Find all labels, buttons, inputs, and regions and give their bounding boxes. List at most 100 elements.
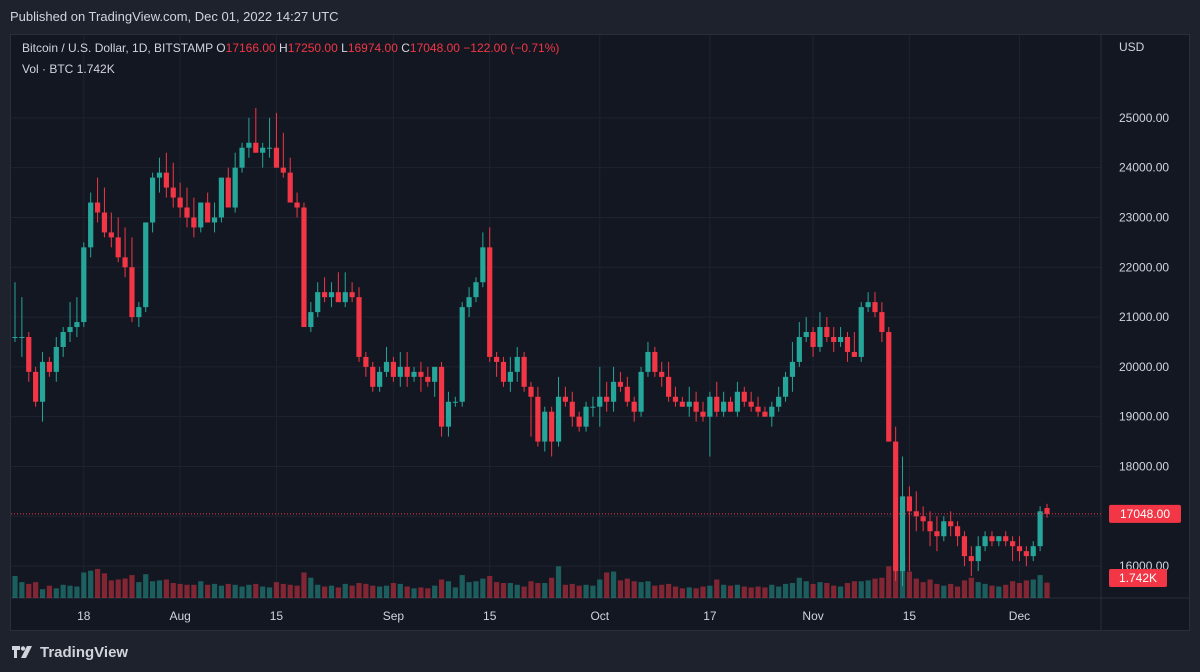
candle-body: [796, 337, 802, 362]
candle-body: [727, 401, 734, 412]
candlestick-chart[interactable]: USD 25000.00 24000.00 23000.00 22000.00 21000…: [11, 35, 1189, 630]
volume-bar: [666, 583, 672, 598]
candle-body: [445, 401, 452, 427]
volume-bar: [390, 583, 396, 598]
volume-bar: [569, 583, 575, 598]
volume-bar: [913, 578, 919, 598]
candle-body: [273, 147, 280, 168]
candle-body: [844, 337, 851, 352]
candle-body: [452, 401, 458, 403]
x-tick-label: Oct: [590, 609, 609, 623]
volume-bar: [150, 581, 156, 598]
volume-bar: [1037, 575, 1043, 598]
volume-bar: [762, 587, 768, 598]
candle-body: [528, 386, 534, 397]
chart-frame[interactable]: USD 25000.00 24000.00 23000.00 22000.00 21000…: [10, 34, 1190, 631]
candle-body: [19, 337, 25, 338]
candle-body: [851, 351, 857, 357]
volume-bar: [844, 583, 851, 598]
volume-bar: [349, 585, 355, 598]
candle-body: [253, 142, 259, 153]
volume-bar: [246, 584, 252, 598]
volume-bar: [108, 580, 114, 598]
candle-body: [872, 302, 878, 313]
candle-body: [672, 396, 679, 402]
candle-body: [569, 401, 575, 417]
x-tick-label: 17: [703, 609, 717, 623]
published-text: Published on TradingView.com, Dec 01, 20…: [10, 9, 339, 24]
volume-bar: [494, 582, 500, 598]
volume-bar: [225, 583, 231, 598]
volume-bar: [1016, 583, 1023, 598]
candle-body: [1037, 511, 1043, 547]
volume-bar: [67, 585, 73, 598]
volume-bar: [831, 585, 837, 598]
y-axis-unit-label: USD: [1119, 40, 1145, 54]
volume-bar: [954, 586, 961, 598]
volume-bar: [280, 583, 286, 598]
volume-bar: [755, 586, 761, 598]
candle-body: [542, 411, 548, 442]
open-label: O: [216, 41, 226, 55]
candle-body: [342, 292, 348, 303]
volume-bar: [514, 584, 520, 598]
candle-body: [12, 337, 18, 338]
volume-bar: [191, 584, 197, 598]
candle-body: [136, 307, 142, 318]
candle-body: [211, 217, 218, 223]
last-volume-label: 1.742K: [1119, 571, 1157, 585]
tradingview-brand[interactable]: TradingView: [12, 644, 128, 661]
candle-body: [94, 202, 101, 213]
volume-bar: [94, 568, 101, 598]
volume-bar: [101, 573, 108, 598]
last-price-label: 17048.00: [1120, 507, 1170, 521]
candle-body: [191, 217, 197, 228]
volume-bar: [266, 587, 273, 598]
candle-body: [693, 401, 699, 412]
volume-bar: [610, 571, 617, 598]
candle-body: [67, 327, 73, 333]
candle-body: [466, 297, 472, 308]
volume-bar: [459, 575, 465, 598]
candle-body: [741, 391, 747, 402]
chart-legend: Bitcoin / U.S. Dollar, 1D, BITSTAMP O171…: [22, 41, 559, 55]
candle-body: [906, 496, 912, 512]
candle-body: [122, 257, 128, 268]
candle-body: [266, 147, 273, 149]
candle-body: [1023, 551, 1029, 557]
candle-body: [934, 531, 940, 537]
volume-bar: [211, 583, 218, 598]
volume-bar: [19, 582, 25, 598]
volume-bar: [26, 583, 32, 598]
volume-label: Vol · BTC: [22, 62, 74, 76]
volume-bar: [143, 574, 149, 598]
volume-bar: [693, 588, 699, 598]
y-tick-label: 24000.00: [1119, 161, 1169, 175]
volume-bar: [418, 587, 424, 598]
last-price-tag: [1109, 504, 1181, 523]
volume-bar: [776, 586, 782, 598]
candle-body: [507, 371, 513, 382]
candle-body: [714, 396, 720, 412]
candle-body: [858, 307, 864, 357]
candle-body: [280, 167, 286, 173]
volume-bar: [549, 577, 555, 598]
volume-bar: [769, 584, 775, 598]
candle-body: [322, 292, 328, 298]
candle-body: [535, 396, 541, 442]
candle-body: [707, 396, 713, 417]
candle-body: [308, 312, 314, 328]
volume-bar: [156, 580, 163, 598]
volume-bar: [851, 581, 857, 598]
candle-body: [349, 292, 355, 298]
volume-bar: [727, 585, 734, 598]
candle-body: [487, 247, 493, 357]
candle-body: [239, 147, 245, 168]
volume-bar: [480, 578, 486, 598]
volume-bar: [287, 584, 293, 598]
candle-body: [88, 202, 94, 248]
volume-bar: [12, 575, 18, 598]
volume-bar: [879, 577, 885, 598]
volume-bar: [927, 579, 933, 598]
volume-bar: [624, 578, 630, 598]
